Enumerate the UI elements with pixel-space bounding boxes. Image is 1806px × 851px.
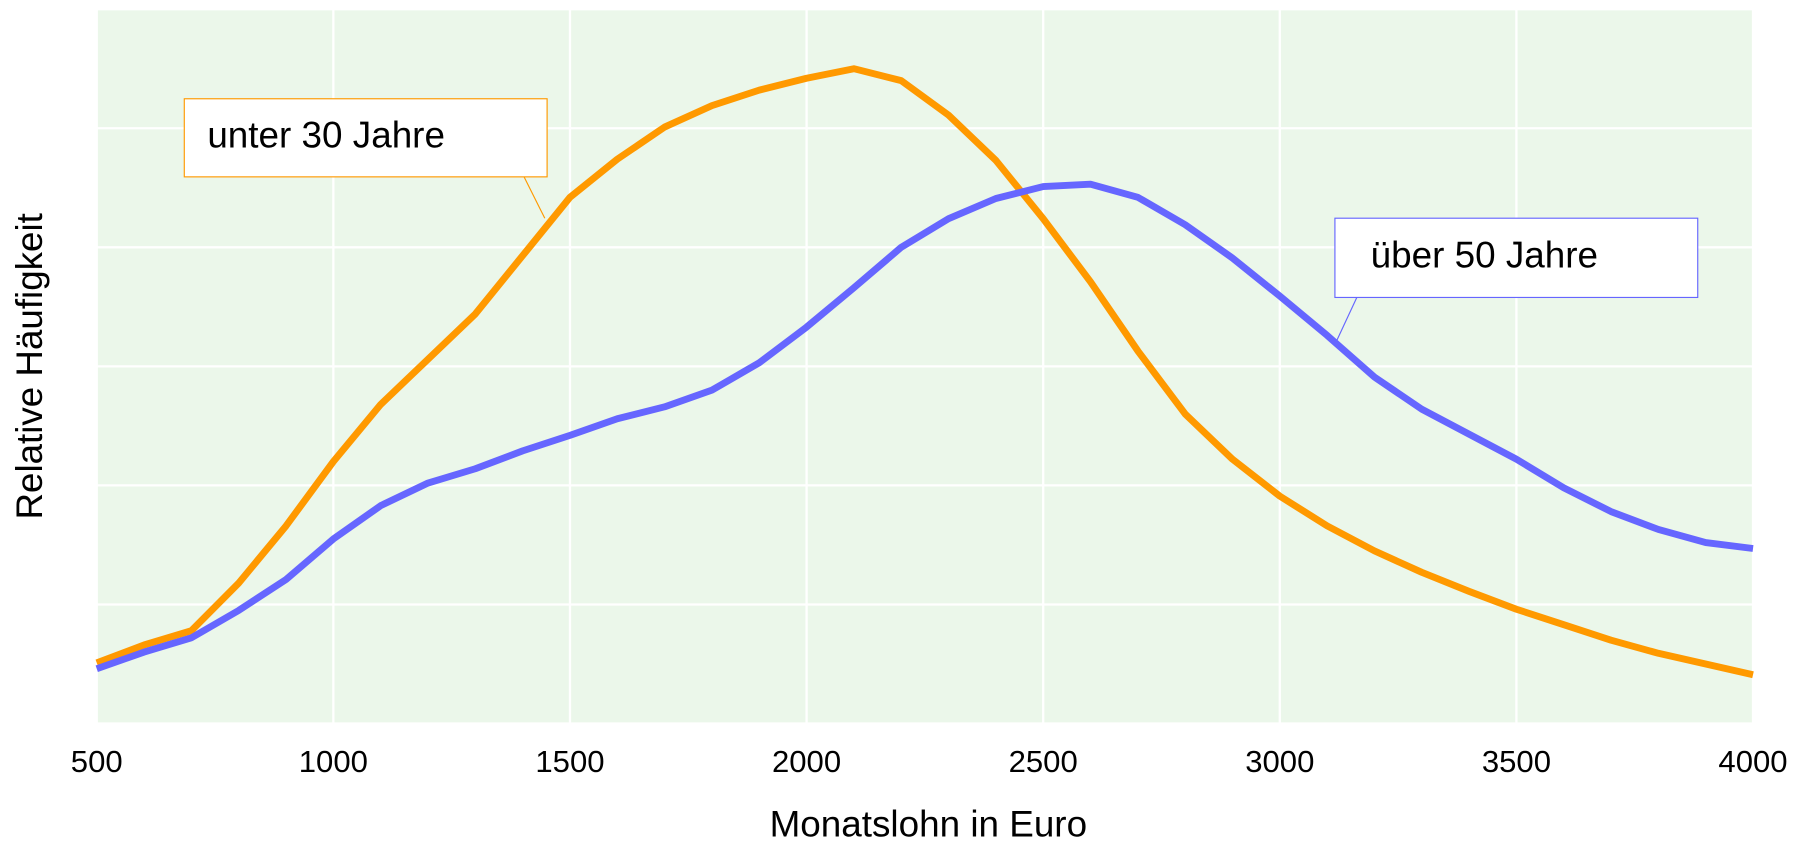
callout-label: über 50 Jahre xyxy=(1371,235,1598,276)
callout-pointer xyxy=(523,176,546,219)
x-tick-label: 3500 xyxy=(1482,744,1551,779)
lines xyxy=(95,65,1754,679)
x-tick-label: 3000 xyxy=(1245,744,1314,779)
series-line xyxy=(95,65,1754,679)
x-tick-label: 1000 xyxy=(299,744,368,779)
x-axis-title: Monatslohn in Euro xyxy=(770,804,1088,845)
series-line xyxy=(95,180,1754,673)
callout-box xyxy=(1334,217,1699,299)
y-axis-title: Relative Häufigkeit xyxy=(9,213,50,519)
annotations: unter 30 Jahre über 50 Jahre xyxy=(183,98,1699,345)
x-tick-label: 2000 xyxy=(772,744,841,779)
x-tick-label: 4000 xyxy=(1718,744,1787,779)
x-tick-label: 2500 xyxy=(1009,744,1078,779)
callout-pointer xyxy=(1334,297,1358,345)
callout-box xyxy=(183,98,548,178)
x-tick-label: 500 xyxy=(71,744,123,779)
x-tick-label: 1500 xyxy=(535,744,604,779)
callout-label: unter 30 Jahre xyxy=(207,115,445,156)
